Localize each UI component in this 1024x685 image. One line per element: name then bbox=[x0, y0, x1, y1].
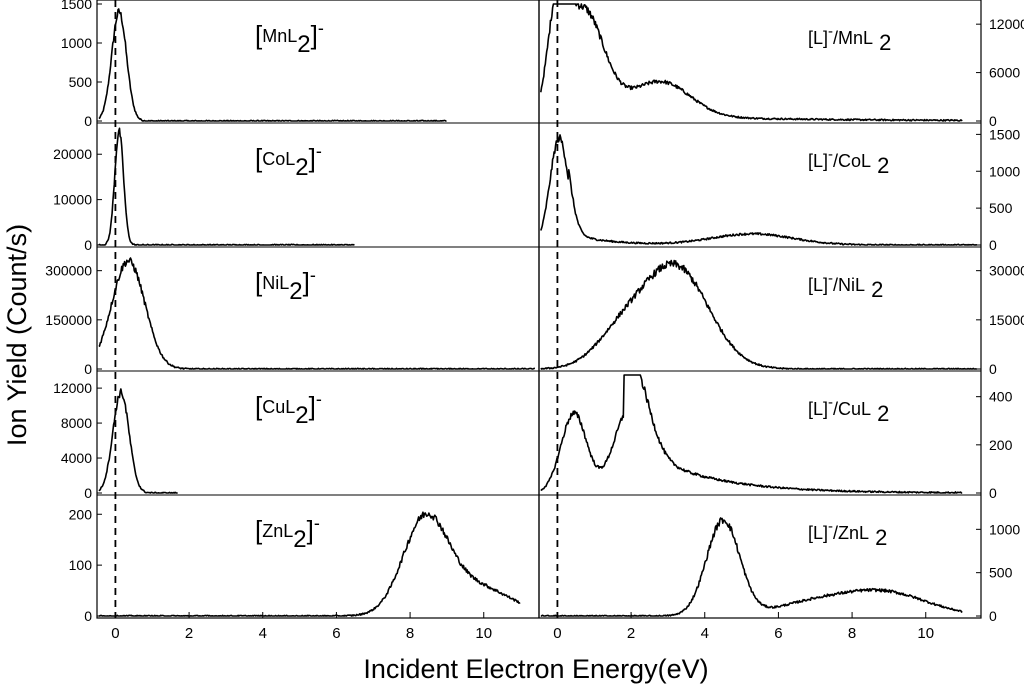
panel-left-2: 0 10000 20000 [CoL2]- bbox=[53, 127, 355, 253]
panel-label-left-2: [CoL2]- bbox=[255, 141, 322, 181]
y-tick-label: 0 bbox=[84, 485, 92, 501]
x-tick-label: 8 bbox=[406, 625, 414, 642]
panel-right-2: 0 500 1000 1500 [L]-/CoL 2 bbox=[540, 126, 1020, 253]
y-tick-label: 200 bbox=[69, 506, 93, 522]
y-tick-label: 150000 bbox=[45, 312, 92, 328]
x-tick-label: 4 bbox=[701, 625, 709, 642]
series-line-left-4 bbox=[98, 388, 178, 494]
panel-label-right-2: [L]-/CoL 2 bbox=[808, 146, 889, 178]
y-tick-label: 8000 bbox=[61, 415, 92, 431]
panel-label-right-1: [L]-/MnL 2 bbox=[808, 23, 891, 55]
panel-right-4: 0 200 400 [L]-/CuL 2 bbox=[540, 374, 1013, 501]
x-tick-label: 0 bbox=[553, 625, 561, 642]
x-tick-label: 0 bbox=[111, 625, 119, 642]
y-tick-label: 0 bbox=[84, 237, 92, 253]
y-tick-label: 1500 bbox=[989, 126, 1020, 142]
series-line-left-1 bbox=[98, 8, 447, 122]
panel-label-right-3: [L]-/NiL 2 bbox=[808, 270, 883, 302]
panel-right-1: 0 6000 12000 [L]-/MnL 2 bbox=[540, 3, 1024, 129]
panel-left-3: 0 150000 300000 [NiL2]- bbox=[45, 257, 536, 377]
x-tick-label: 10 bbox=[475, 625, 492, 642]
series-line-right-2 bbox=[540, 134, 978, 246]
series-line-left-2 bbox=[98, 127, 355, 246]
y-tick-label: 10000 bbox=[53, 192, 92, 208]
series-line-left-3 bbox=[98, 257, 536, 370]
x-tick-label: 8 bbox=[848, 625, 856, 642]
panel-left-4: 0 4000 8000 12000 [CuL2]- bbox=[53, 380, 322, 501]
x-axis-title: Incident Electron Energy(eV) bbox=[363, 654, 708, 684]
y-tick-label: 20000 bbox=[53, 146, 92, 162]
panel-label-left-4: [CuL2]- bbox=[255, 389, 322, 429]
y-tick-label: 0 bbox=[989, 113, 997, 129]
panel-right-5: 0 500 1000 [L]-/ZnL 2 bbox=[540, 517, 1020, 624]
y-tick-label: 12000 bbox=[989, 16, 1024, 32]
y-tick-label: 0 bbox=[989, 608, 997, 624]
y-tick-label: 100 bbox=[69, 557, 93, 573]
panel-label-left-5: [ZnL2]- bbox=[255, 513, 320, 553]
y-axis-title: Ion Yield (Count/s) bbox=[2, 224, 32, 446]
y-tick-label: 1000 bbox=[61, 35, 92, 51]
panel-label-right-5: [L]-/ZnL 2 bbox=[808, 518, 887, 550]
x-tick-label: 6 bbox=[332, 625, 340, 642]
y-tick-label: 0 bbox=[84, 113, 92, 129]
y-tick-label: 4000 bbox=[61, 450, 92, 466]
y-tick-label: 6000 bbox=[989, 65, 1020, 81]
y-tick-label: 500 bbox=[989, 200, 1013, 216]
x-tick-label: 2 bbox=[185, 625, 193, 642]
y-tick-label: 15000 bbox=[989, 312, 1024, 328]
y-tick-label: 30000 bbox=[989, 263, 1024, 279]
y-tick-label: 0 bbox=[989, 485, 997, 501]
series-line-right-3 bbox=[540, 259, 977, 370]
series-line-right-1 bbox=[540, 3, 963, 122]
y-tick-label: 500 bbox=[989, 565, 1013, 581]
y-tick-label: 12000 bbox=[53, 380, 92, 396]
y-tick-label: 0 bbox=[989, 361, 997, 377]
series-line-left-5 bbox=[98, 511, 521, 617]
y-tick-label: 0 bbox=[84, 608, 92, 624]
x-tick-label: 10 bbox=[917, 625, 934, 642]
y-tick-label: 400 bbox=[989, 389, 1013, 405]
x-tick-label: 2 bbox=[627, 625, 635, 642]
panel-label-left-1: [MnL2]- bbox=[255, 18, 324, 58]
y-tick-label: 0 bbox=[989, 237, 997, 253]
panel-left-1: 0 500 1000 1500 [MnL2]- bbox=[61, 0, 447, 129]
x-tick-label: 4 bbox=[259, 625, 267, 642]
panel-label-right-4: [L]-/CuL 2 bbox=[808, 394, 889, 426]
y-tick-label: 1000 bbox=[989, 521, 1020, 537]
panel-right-3: 0 15000 30000 [L]-/NiL 2 bbox=[540, 259, 1024, 377]
y-tick-label: 200 bbox=[989, 437, 1013, 453]
y-tick-label: 0 bbox=[84, 361, 92, 377]
y-tick-label: 300000 bbox=[45, 263, 92, 279]
y-tick-label: 1500 bbox=[61, 0, 92, 12]
panel-label-left-3: [NiL2]- bbox=[255, 265, 316, 305]
panel-left-5: 0 100 200 [ZnL2]- bbox=[69, 506, 521, 624]
y-tick-label: 500 bbox=[69, 74, 93, 90]
x-tick-label: 6 bbox=[774, 625, 782, 642]
series-line-right-5 bbox=[540, 517, 963, 617]
y-tick-label: 1000 bbox=[989, 163, 1020, 179]
series-line-right-4 bbox=[540, 374, 963, 494]
